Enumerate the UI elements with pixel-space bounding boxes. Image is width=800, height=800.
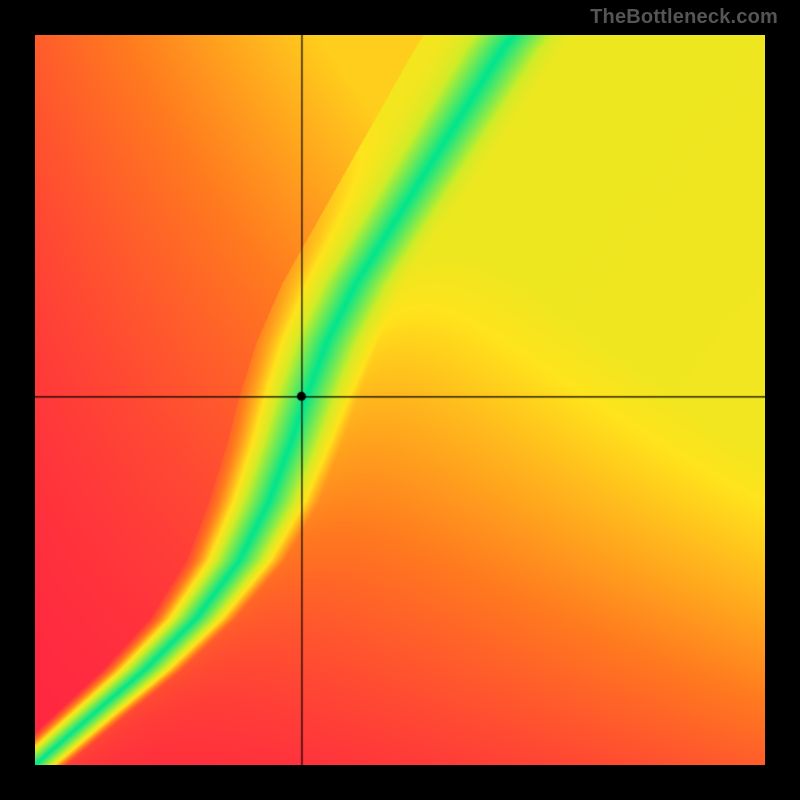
heatmap-canvas bbox=[35, 35, 765, 765]
watermark-text: TheBottleneck.com bbox=[590, 6, 778, 29]
heatmap-plot bbox=[35, 35, 765, 765]
